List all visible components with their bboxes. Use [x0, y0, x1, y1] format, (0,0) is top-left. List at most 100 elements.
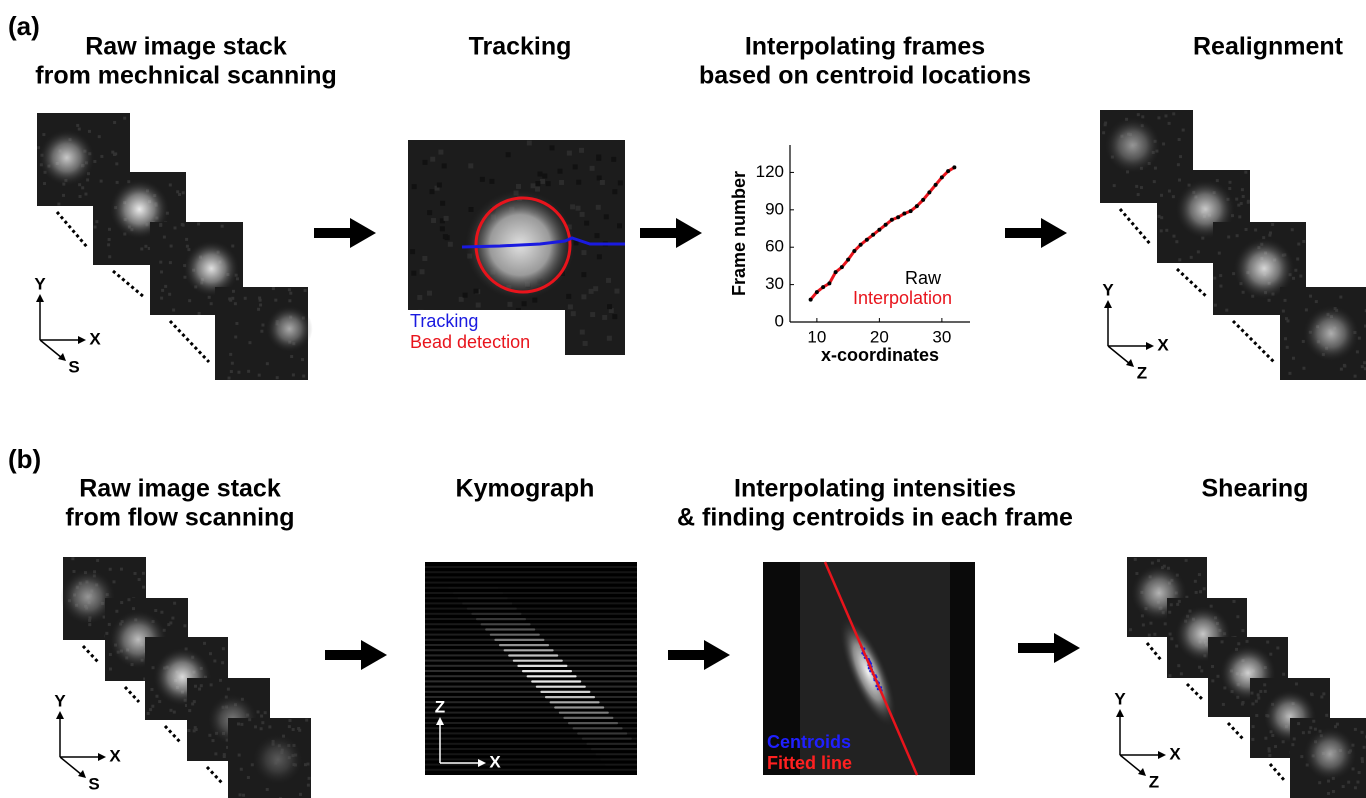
noise: [411, 271, 416, 276]
noise: [170, 245, 173, 248]
noise: [144, 245, 147, 248]
step-title: Realignment: [1193, 33, 1344, 61]
noise: [150, 688, 153, 691]
noise: [480, 177, 485, 182]
noise: [1356, 781, 1359, 784]
dotted-line: [113, 271, 144, 297]
noise: [79, 195, 82, 198]
noise: [228, 297, 231, 300]
noise: [111, 151, 114, 154]
noise: [1219, 285, 1222, 288]
step-title: Tracking: [469, 33, 572, 61]
noise: [1266, 641, 1269, 644]
noise: [154, 609, 157, 612]
noise: [258, 374, 261, 377]
noise: [37, 146, 40, 149]
axis-label: X: [1157, 335, 1169, 354]
noise: [422, 256, 427, 261]
noise: [116, 181, 119, 184]
noise: [108, 623, 111, 626]
noise: [1168, 674, 1171, 677]
noise: [1211, 679, 1214, 682]
kymo-signal: [559, 712, 609, 714]
noise: [172, 309, 175, 312]
noise: [266, 362, 269, 365]
noise: [1340, 368, 1343, 371]
noise: [1228, 187, 1231, 190]
raw-point: [871, 233, 875, 237]
noise: [1198, 666, 1201, 669]
noise: [115, 610, 118, 613]
raw-point: [934, 183, 938, 187]
noise: [516, 184, 521, 189]
kymo-signal: [591, 748, 641, 750]
noise: [468, 163, 473, 168]
noise: [1213, 277, 1216, 280]
noise: [1240, 202, 1243, 205]
raw-point: [884, 223, 888, 227]
noise: [78, 128, 81, 131]
noise: [155, 695, 158, 698]
axis-label: Y: [34, 274, 46, 293]
noise: [1267, 747, 1270, 750]
noise: [559, 180, 564, 185]
noise: [576, 180, 581, 185]
noise: [1102, 131, 1105, 134]
noise: [1137, 113, 1140, 116]
noise: [232, 290, 235, 293]
kymo-signal: [439, 576, 489, 578]
noise: [62, 194, 65, 197]
noise: [1354, 375, 1357, 378]
dotted-line: [57, 212, 87, 247]
noise: [606, 278, 611, 283]
noise: [109, 653, 112, 656]
noise: [1153, 633, 1156, 636]
noise: [1295, 682, 1298, 685]
kymo-stripe: [425, 691, 637, 693]
noise: [240, 768, 243, 771]
noise: [1158, 215, 1161, 218]
noise: [292, 373, 295, 376]
noise: [221, 225, 224, 228]
kymo-signal: [568, 722, 618, 724]
noise: [1190, 256, 1193, 259]
noise: [567, 151, 572, 156]
axis-head: [36, 294, 44, 302]
noise: [140, 247, 143, 250]
noise: [507, 302, 512, 307]
noise: [440, 201, 445, 206]
noise: [1354, 786, 1357, 789]
noise: [607, 304, 612, 309]
noise: [1268, 754, 1271, 757]
noise: [288, 299, 291, 302]
noise: [158, 700, 161, 703]
noise: [84, 193, 87, 196]
noise: [437, 182, 442, 187]
noise: [506, 152, 511, 157]
kymo-signal: [517, 665, 567, 667]
kymo-stripe: [425, 706, 637, 708]
noise: [306, 763, 309, 766]
step-title: based on centroid locations: [699, 62, 1031, 90]
noise: [235, 322, 238, 325]
noise: [1259, 690, 1262, 693]
noise: [1142, 623, 1145, 626]
noise: [183, 624, 186, 627]
raw-point: [940, 175, 944, 179]
noise: [1162, 142, 1165, 145]
noise: [222, 647, 225, 650]
noise: [1320, 695, 1323, 698]
raw-point: [834, 270, 838, 274]
noise: [1170, 603, 1173, 606]
noise: [1361, 757, 1364, 760]
noise: [583, 341, 588, 346]
noise: [159, 261, 162, 264]
noise: [1271, 223, 1274, 226]
noise: [168, 293, 171, 296]
noise: [1292, 357, 1295, 360]
noise: [108, 228, 111, 231]
panel-label: (a): [8, 11, 40, 41]
axis-head: [1146, 342, 1154, 350]
raw-point: [902, 212, 906, 216]
noise: [188, 299, 191, 302]
